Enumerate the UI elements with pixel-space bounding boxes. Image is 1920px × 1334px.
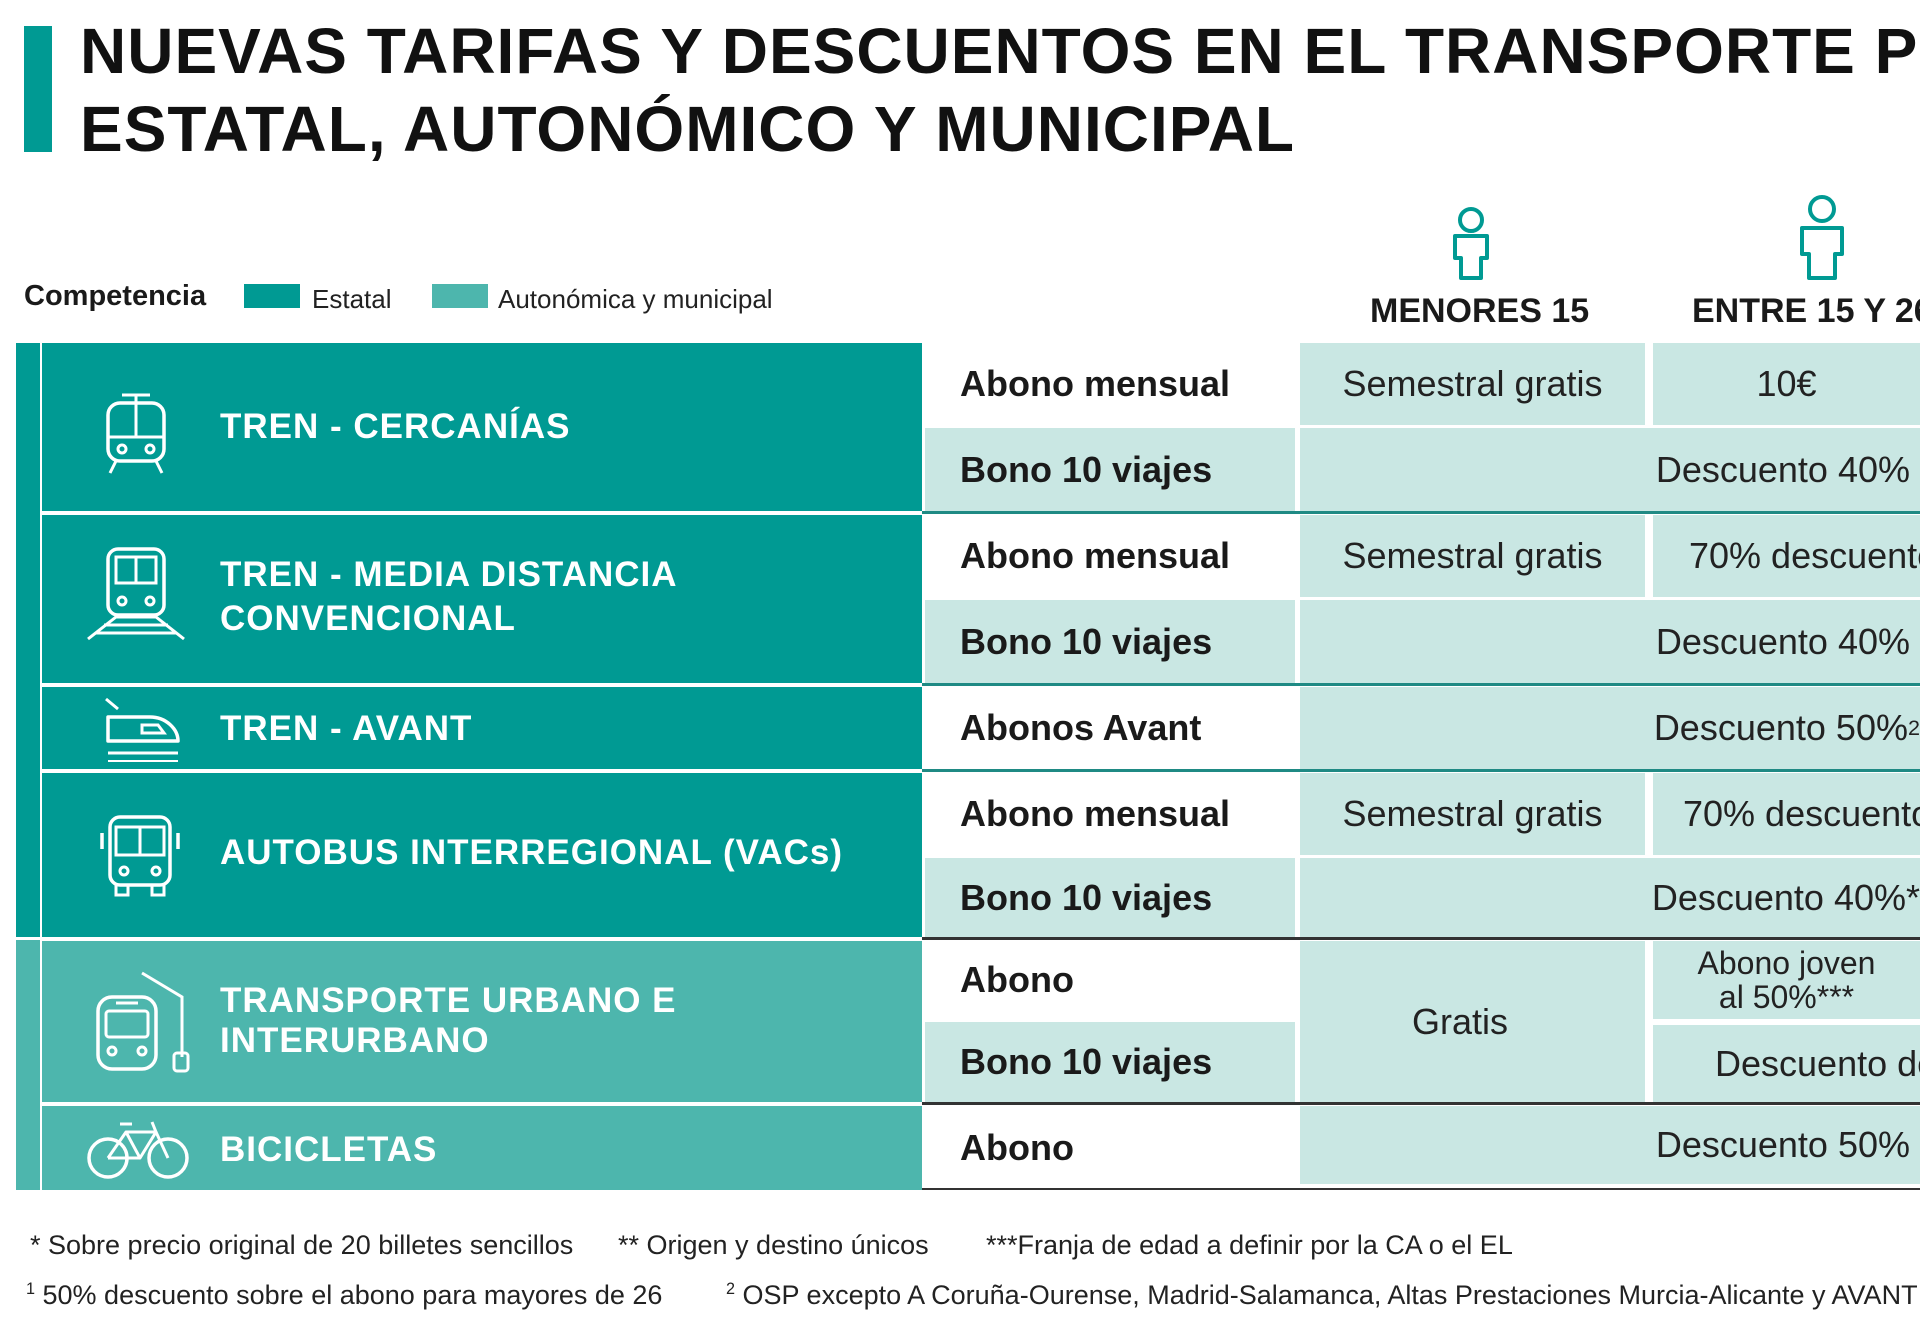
regional-train-icon xyxy=(87,547,185,641)
mode-name-cercanias: TREN - CERCANÍAS xyxy=(220,407,571,446)
cell-bus-bono: Descuento 40%* xyxy=(1300,858,1920,937)
row-type-bus-abono: Abono mensual xyxy=(925,773,1295,855)
footnote-5: 2 OSP excepto A Coruña-Ourense, Madrid-S… xyxy=(726,1280,1918,1311)
footnote-5-marker: 2 xyxy=(726,1280,736,1298)
cell-urb-abono-entre: Abono joven al 50%*** xyxy=(1653,941,1920,1019)
cell-bus-abono-menores: Semestral gratis xyxy=(1300,773,1645,855)
mode-avant: TREN - AVANT xyxy=(42,687,922,769)
legend-label: Competencia xyxy=(24,280,207,312)
footnote-3: ***Franja de edad a definir por la CA o … xyxy=(986,1230,1513,1260)
row-divider xyxy=(922,1188,1920,1190)
mode-name-urbano-1: TRANSPORTE URBANO E xyxy=(220,981,677,1020)
rail-estatal xyxy=(16,343,40,937)
cell-media-bono: Descuento 40% xyxy=(1300,600,1920,683)
mode-name-avant: TREN - AVANT xyxy=(220,709,473,748)
cell-urb-bono-entre: Descuento de xyxy=(1653,1025,1920,1102)
row-divider xyxy=(922,937,1920,940)
column-header-entre: ENTRE 15 Y 26 xyxy=(1692,292,1920,330)
mode-bicicletas: BICICLETAS xyxy=(42,1106,922,1190)
footnote-4-marker: 1 xyxy=(26,1280,36,1298)
row-type-urb-abono: Abono xyxy=(925,941,1295,1019)
cell-media-abono-entre: 70% descuento xyxy=(1653,515,1920,597)
rail-autonomica xyxy=(16,940,40,1190)
cell-bus-abono-entre: 70% descuento xyxy=(1653,773,1920,855)
high-speed-train-icon xyxy=(105,697,180,762)
bus-icon xyxy=(100,815,180,897)
mode-media-distancia: TREN - MEDIA DISTANCIA CONVENCIONAL xyxy=(42,515,922,683)
footnote-1: * Sobre precio original de 20 billetes s… xyxy=(30,1230,574,1260)
person-large-icon xyxy=(1800,195,1844,280)
mode-name-media-1: TREN - MEDIA DISTANCIA xyxy=(220,555,678,594)
footnote-4-text: 50% descuento sobre el abono para mayore… xyxy=(35,1280,663,1310)
row-type-media-bono: Bono 10 viajes xyxy=(925,600,1295,683)
mode-urbano: TRANSPORTE URBANO E INTERURBANO xyxy=(42,941,922,1102)
cell-cercanias-abono-entre: 10€ xyxy=(1653,343,1920,425)
row-type-bus-bono: Bono 10 viajes xyxy=(925,858,1295,937)
footnote-4: 1 50% descuento sobre el abono para mayo… xyxy=(26,1280,662,1311)
title-accent-bar xyxy=(24,26,52,152)
row-type-urb-bono: Bono 10 viajes xyxy=(925,1022,1295,1102)
cell-media-abono-menores: Semestral gratis xyxy=(1300,515,1645,597)
mode-name-bicicletas: BICICLETAS xyxy=(220,1130,438,1169)
row-divider xyxy=(922,511,1920,514)
row-divider xyxy=(922,683,1920,686)
mode-name-autobus: AUTOBUS INTERREGIONAL (VACs) xyxy=(220,833,844,872)
city-bus-icon xyxy=(96,971,190,1073)
legend-text-autonomica: Autonómica y municipal xyxy=(498,284,773,314)
mode-name-urbano-2: INTERURBANO xyxy=(220,1021,490,1060)
cell-urb-abono-entre-line-1: Abono joven xyxy=(1697,945,1876,981)
legend-swatch-autonomica xyxy=(432,284,488,308)
cell-avant: Descuento 50% 2 xyxy=(1300,687,1920,769)
page-title-line-2: ESTATAL, AUTONÓMICO Y MUNICIPAL xyxy=(80,93,1295,165)
bicycle-icon xyxy=(87,1121,189,1179)
row-type-media-abono: Abono mensual xyxy=(925,515,1295,597)
footnote-2: ** Origen y destino únicos xyxy=(618,1230,929,1260)
mode-cercanias: TREN - CERCANÍAS xyxy=(42,343,922,511)
cell-bici: Descuento 50% xyxy=(1300,1106,1920,1184)
row-divider xyxy=(922,769,1920,772)
footnote-5-text: OSP excepto A Coruña-Ourense, Madrid-Sal… xyxy=(735,1280,1918,1310)
cell-cercanias-abono-menores: Semestral gratis xyxy=(1300,343,1645,425)
cell-cercanias-bono: Descuento 40% xyxy=(1300,428,1920,511)
row-type-bici: Abono xyxy=(925,1106,1295,1190)
row-type-avant: Abonos Avant xyxy=(925,687,1295,769)
mode-autobus: AUTOBUS INTERREGIONAL (VACs) xyxy=(42,773,922,937)
page-title-line-1: NUEVAS TARIFAS Y DESCUENTOS EN EL TRANSP… xyxy=(80,15,1919,87)
column-header-menores: MENORES 15 xyxy=(1370,292,1590,330)
legend-swatch-estatal xyxy=(244,284,300,308)
row-divider xyxy=(922,1102,1920,1105)
mode-name-media-2: CONVENCIONAL xyxy=(220,599,516,638)
person-small-icon xyxy=(1453,207,1489,280)
legend-text-estatal: Estatal xyxy=(312,284,392,314)
cell-urb-menores: Gratis xyxy=(1300,941,1645,1102)
cell-avant-text: Descuento 50% xyxy=(1653,707,1908,748)
row-type-cercanias-abono: Abono mensual xyxy=(925,343,1295,425)
cell-urb-abono-entre-line-2: al 50%*** xyxy=(1718,979,1855,1015)
row-type-cercanias-bono: Bono 10 viajes xyxy=(925,428,1295,511)
cell-avant-footnote-ref: 2 xyxy=(1907,715,1920,740)
train-icon xyxy=(106,393,166,474)
